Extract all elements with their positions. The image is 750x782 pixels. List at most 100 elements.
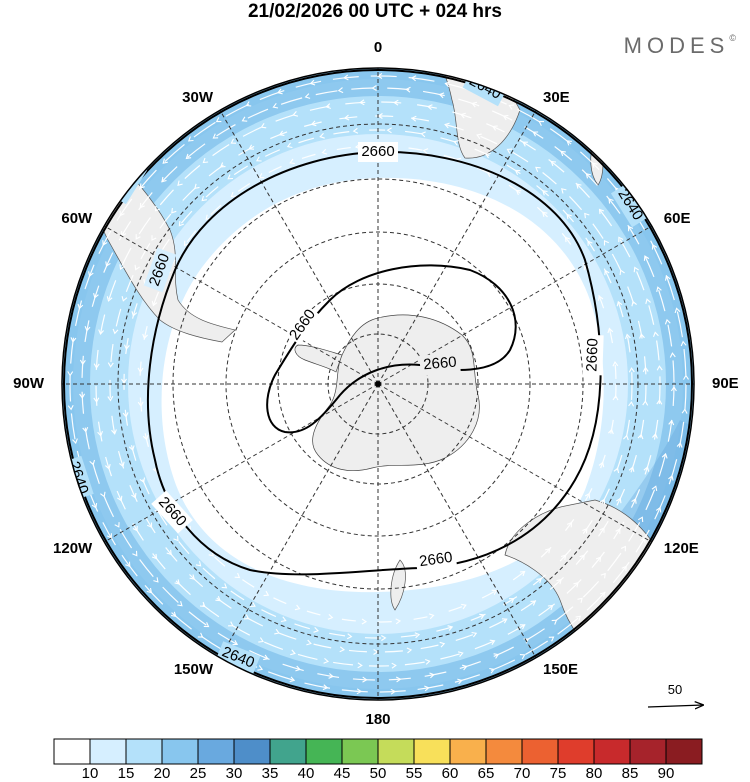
streamline-arrowhead (669, 352, 676, 358)
streamline-arrowhead (551, 619, 558, 625)
meridian-line (104, 383, 379, 543)
streamline-arrowhead (643, 466, 650, 472)
streamline-arrowhead (122, 412, 129, 418)
streamline-arrowhead (337, 87, 344, 94)
streamline-arrowhead (545, 547, 551, 554)
streamline-arrowhead (91, 503, 98, 509)
streamline-arrowhead (263, 654, 269, 661)
streamline-arrowhead (263, 590, 270, 597)
streamline-arrowhead (509, 598, 515, 604)
streamline-arrowhead (535, 166, 541, 173)
streamline-arrowhead (447, 625, 454, 631)
streamline-arrowhead (79, 359, 86, 366)
meridian-line (219, 110, 379, 385)
streamline-arrowhead (599, 498, 606, 505)
streamline-arrowhead (530, 600, 537, 606)
streamline-arrowhead (107, 362, 114, 368)
streamline-arrowhead (547, 604, 554, 611)
streamline-arrowhead (489, 639, 496, 646)
meridian-line (104, 225, 379, 385)
streamline-arrowhead (607, 428, 614, 435)
streamline-arrowhead (272, 102, 279, 109)
streamline-arrowhead (215, 117, 222, 123)
streamline-arrowhead (215, 595, 221, 602)
streamline-arrowhead (479, 613, 485, 620)
longitude-label-150w: 150W (174, 661, 214, 678)
streamline-arrowhead (142, 434, 149, 441)
contour-outer (146, 150, 602, 576)
streamline-arrowhead (319, 132, 325, 139)
streamline-arrowhead (173, 535, 179, 542)
streamline-arrowhead (616, 497, 622, 504)
streamline-arrowhead (93, 293, 99, 299)
streamline-arrowhead (603, 239, 610, 246)
streamline-arrowhead (255, 156, 262, 162)
antarctic-peninsula (294, 344, 343, 373)
streamline-arrowhead (234, 572, 241, 579)
streamline-arrowhead (616, 300, 623, 307)
streamline-arrowhead (139, 183, 145, 190)
streamline-arrowhead (232, 640, 239, 646)
colorbar-label: 20 (154, 765, 171, 782)
colorbar-label: 50 (370, 765, 387, 782)
streamline-arrowhead (683, 374, 689, 380)
colorbar-swatch (125, 738, 163, 765)
streamline-arrowhead (151, 300, 158, 307)
streamline-arrowhead (599, 591, 606, 598)
streamline-arrowhead (100, 491, 106, 498)
streamline-arrowhead (426, 104, 433, 111)
streamline-arrowhead (199, 601, 206, 608)
streamline-arrowhead (139, 477, 146, 484)
streamline-arrowhead (260, 122, 267, 129)
streamline-arrowhead (183, 240, 190, 247)
streamline-arrowhead (258, 637, 264, 643)
streamline-arrowhead (212, 133, 219, 139)
streamline-arrowhead (652, 331, 659, 337)
streamline-arrowhead (618, 236, 624, 243)
streamline-arrowhead (142, 333, 149, 340)
streamline-arrowhead (102, 240, 108, 246)
streamline-arrowhead (72, 438, 78, 445)
streamline-arrowhead (566, 213, 572, 220)
streamline-arrowhead (599, 527, 605, 533)
streamline-arrowhead (289, 158, 295, 165)
streamline-arrowhead (304, 93, 311, 99)
streamline-arrowhead (362, 676, 368, 683)
streamline-arrows (67, 73, 689, 695)
streamline-arrowhead (556, 578, 562, 585)
streamline-arrowhead (561, 188, 567, 194)
colorbar-label: 55 (406, 765, 423, 782)
streamline-arrowhead (615, 528, 621, 534)
streamline-arrowhead (137, 401, 144, 408)
streamline-arrowhead (121, 296, 128, 302)
colorbar-swatch (305, 738, 343, 765)
streamline-arrowhead (325, 103, 331, 110)
streamline-arrowhead (538, 121, 544, 127)
streamline-arrowhead (123, 344, 130, 351)
streamline-arrowhead (619, 269, 625, 276)
streamline-arrowhead (410, 115, 417, 122)
streamline-arrowhead (414, 632, 421, 639)
streamline-arrowhead (306, 639, 312, 646)
streamline-arrowhead (564, 236, 571, 243)
streamline-arrowhead (286, 142, 293, 149)
streamline-arrowhead (245, 101, 252, 107)
streamline-arrowhead (461, 603, 467, 610)
streamline-arrowhead (453, 140, 460, 146)
colorbar-swatch (629, 738, 667, 765)
meridian-line (377, 110, 537, 385)
streamline-arrowhead (114, 522, 120, 528)
streamline-arrowhead (278, 130, 285, 137)
streamline-arrowhead (322, 684, 329, 691)
streamline-arrowhead (97, 431, 104, 437)
streamline-arrowhead (137, 367, 144, 374)
streamline-arrowhead (139, 202, 145, 209)
streamline-arrowhead (592, 162, 598, 168)
longitude-label-90w: 90W (13, 375, 45, 392)
colorbar-label: 80 (586, 765, 603, 782)
streamline-arrowhead (585, 173, 592, 179)
streamline-arrowhead (422, 148, 429, 155)
streamline-arrowhead (628, 401, 635, 407)
streamline-arrowhead (292, 111, 299, 117)
